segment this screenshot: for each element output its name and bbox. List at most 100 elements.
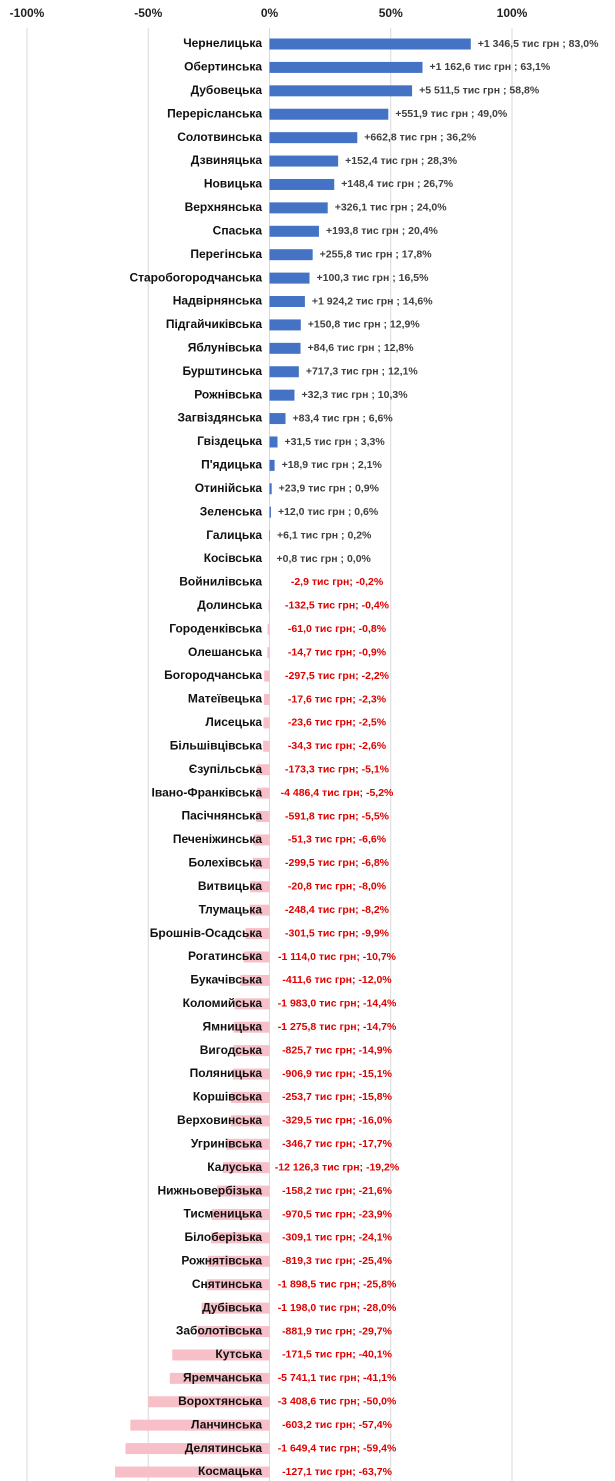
- category-label: Гвіздецька: [197, 434, 262, 448]
- data-label: -603,2 тис грн; -57,4%: [282, 1419, 393, 1431]
- category-label: П'ядицька: [201, 458, 262, 472]
- category-label: Рожнівська: [194, 387, 262, 401]
- category-label: Ямницька: [202, 1019, 262, 1033]
- bar: [226, 1138, 270, 1150]
- bar: [269, 249, 313, 261]
- data-label: -309,1 тис грн; -24,1%: [282, 1232, 393, 1244]
- category-label: Білоберізька: [184, 1230, 262, 1244]
- data-label: -23,6 тис грн; -2,5%: [288, 717, 387, 729]
- bar: [269, 413, 286, 425]
- category-label: Делятинська: [185, 1441, 263, 1455]
- bar: [269, 342, 301, 354]
- bar: [230, 1115, 270, 1127]
- category-label: Войнилівська: [179, 575, 262, 589]
- category-label: Космацька: [198, 1464, 262, 1478]
- category-label: Лисецька: [205, 715, 262, 729]
- category-label: Старобогородчанська: [129, 270, 262, 284]
- bar: [267, 647, 270, 659]
- data-label: -297,5 тис грн; -2,2%: [285, 670, 390, 682]
- bar: [269, 38, 471, 50]
- category-label: Дубовецька: [191, 83, 263, 97]
- category-label: Богородчанська: [164, 668, 262, 682]
- data-label: +1 162,6 тис грн ; 63,1%: [430, 61, 551, 73]
- bar: [169, 1372, 270, 1384]
- bar: [263, 717, 270, 729]
- category-label: Рогатинська: [188, 949, 262, 963]
- data-label: -248,4 тис грн; -8,2%: [285, 904, 390, 916]
- data-label: -158,2 тис грн; -21,6%: [282, 1185, 393, 1197]
- category-label: Яблунівська: [188, 341, 263, 355]
- data-label: -906,9 тис грн; -15,1%: [282, 1068, 393, 1080]
- data-label: -34,3 тис грн; -2,6%: [288, 740, 387, 752]
- category-label: Пасічнянська: [181, 809, 262, 823]
- bar: [206, 1279, 270, 1291]
- category-label: Угринівська: [191, 1136, 262, 1150]
- data-label: -1 649,4 тис грн; -59,4%: [278, 1442, 397, 1454]
- category-label: Кутська: [215, 1347, 262, 1361]
- x-tick-label: -50%: [134, 6, 162, 20]
- bar: [249, 904, 270, 916]
- category-label: Букачівська: [190, 973, 262, 987]
- data-label: -1 198,0 тис грн; -28,0%: [278, 1302, 397, 1314]
- data-label: -2,9 тис грн; -0,2%: [291, 576, 384, 588]
- bar: [211, 1209, 270, 1220]
- category-label: Отинійська: [195, 481, 263, 495]
- data-label: -14,7 тис грн; -0,9%: [288, 646, 387, 658]
- category-label: Обертинська: [184, 60, 262, 74]
- bar: [245, 928, 270, 940]
- category-label: Городенківська: [169, 621, 262, 635]
- bar: [217, 1185, 270, 1197]
- category-label: Підгайчиківська: [166, 317, 262, 331]
- category-label: Матеївецька: [188, 692, 262, 706]
- bar: [269, 61, 423, 73]
- category-label: Печеніжинська: [173, 832, 262, 846]
- category-label: Солотвинська: [177, 130, 262, 144]
- bar: [269, 132, 358, 144]
- category-label: Тлумацька: [199, 902, 263, 916]
- bar: [148, 1396, 270, 1408]
- category-label: Чернелицька: [183, 36, 262, 50]
- bar: [231, 1091, 270, 1103]
- category-label: Єзупільська: [189, 762, 263, 776]
- bar: [269, 155, 339, 167]
- bar: [256, 811, 270, 823]
- data-label: -329,5 тис грн; -16,0%: [282, 1115, 393, 1127]
- category-label: Нижньовербізька: [158, 1183, 263, 1197]
- bar: [269, 272, 310, 284]
- data-label: +1 346,5 тис грн ; 83,0%: [478, 38, 599, 50]
- data-label: -5 741,1 тис грн; -41,1%: [278, 1372, 397, 1384]
- data-label: +717,3 тис грн ; 12,1%: [306, 366, 419, 378]
- bar: [269, 319, 301, 331]
- data-label: -51,3 тис грн; -6,6%: [288, 834, 387, 846]
- category-label: Зеленська: [200, 504, 263, 518]
- category-label: Дзвиняцька: [191, 153, 263, 167]
- bar: [233, 1021, 270, 1033]
- category-label: Болехівська: [189, 856, 263, 870]
- data-label: +150,8 тис грн ; 12,9%: [308, 319, 421, 331]
- category-label: Верхнянська: [185, 200, 263, 214]
- bar: [253, 834, 270, 846]
- data-label: -253,7 тис грн; -15,8%: [282, 1091, 393, 1103]
- data-label: -1 275,8 тис грн; -14,7%: [278, 1021, 397, 1033]
- data-label: -173,3 тис грн; -5,1%: [285, 763, 390, 775]
- bar: [263, 740, 270, 752]
- category-label: Галицька: [206, 528, 262, 542]
- category-label: Дубівська: [202, 1300, 262, 1314]
- category-label: Снятинська: [192, 1277, 262, 1291]
- bar: [269, 225, 319, 237]
- bar: [197, 1326, 270, 1338]
- data-label: -301,5 тис грн; -9,9%: [285, 927, 390, 939]
- category-label: Надвірнянська: [173, 294, 263, 308]
- bar: [130, 1419, 270, 1431]
- bar: [269, 108, 389, 120]
- bar: [211, 1232, 270, 1244]
- bar: [269, 436, 278, 448]
- data-label: +32,3 тис грн ; 10,3%: [301, 389, 408, 401]
- data-label: -12 126,3 тис грн; -19,2%: [275, 1161, 400, 1173]
- data-label: +326,1 тис грн ; 24,0%: [335, 202, 448, 214]
- data-label: -819,3 тис грн; -25,4%: [282, 1255, 393, 1267]
- category-label: Коршівська: [193, 1090, 262, 1104]
- bar: [264, 670, 270, 682]
- data-label: +100,3 тис грн ; 16,5%: [317, 272, 430, 284]
